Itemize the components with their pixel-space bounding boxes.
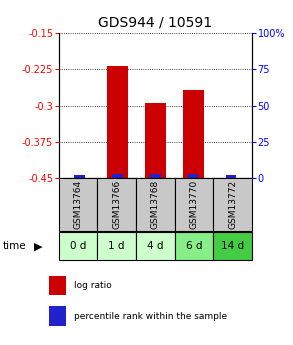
- Bar: [183, 90, 204, 178]
- Bar: [74, 175, 85, 178]
- Bar: [136, 232, 175, 260]
- Bar: [188, 174, 198, 178]
- Bar: [150, 174, 161, 178]
- Text: percentile rank within the sample: percentile rank within the sample: [74, 312, 228, 321]
- Bar: [213, 232, 252, 260]
- Text: GSM13766: GSM13766: [112, 180, 121, 229]
- Text: 6 d: 6 d: [186, 241, 202, 251]
- Text: 14 d: 14 d: [221, 241, 244, 251]
- Text: GSM13764: GSM13764: [74, 180, 82, 229]
- Bar: [175, 232, 213, 260]
- Text: 0 d: 0 d: [70, 241, 86, 251]
- Bar: [145, 103, 166, 178]
- Text: time: time: [3, 241, 27, 251]
- Bar: [59, 232, 97, 260]
- Bar: [97, 178, 136, 231]
- Text: 1 d: 1 d: [108, 241, 125, 251]
- Bar: [175, 178, 213, 231]
- Text: 4 d: 4 d: [147, 241, 163, 251]
- Text: ▶: ▶: [34, 241, 42, 251]
- Bar: [107, 66, 128, 178]
- Text: GDS944 / 10591: GDS944 / 10591: [98, 16, 212, 30]
- Text: log ratio: log ratio: [74, 281, 112, 290]
- Bar: [136, 178, 175, 231]
- Bar: [97, 232, 136, 260]
- Bar: [226, 175, 236, 178]
- Bar: [112, 174, 122, 178]
- Bar: [213, 178, 252, 231]
- Text: GSM13772: GSM13772: [228, 180, 237, 229]
- Text: GSM13770: GSM13770: [190, 180, 198, 229]
- Bar: [49, 306, 66, 326]
- Bar: [59, 178, 97, 231]
- Text: GSM13768: GSM13768: [151, 180, 160, 229]
- Bar: [49, 276, 66, 295]
